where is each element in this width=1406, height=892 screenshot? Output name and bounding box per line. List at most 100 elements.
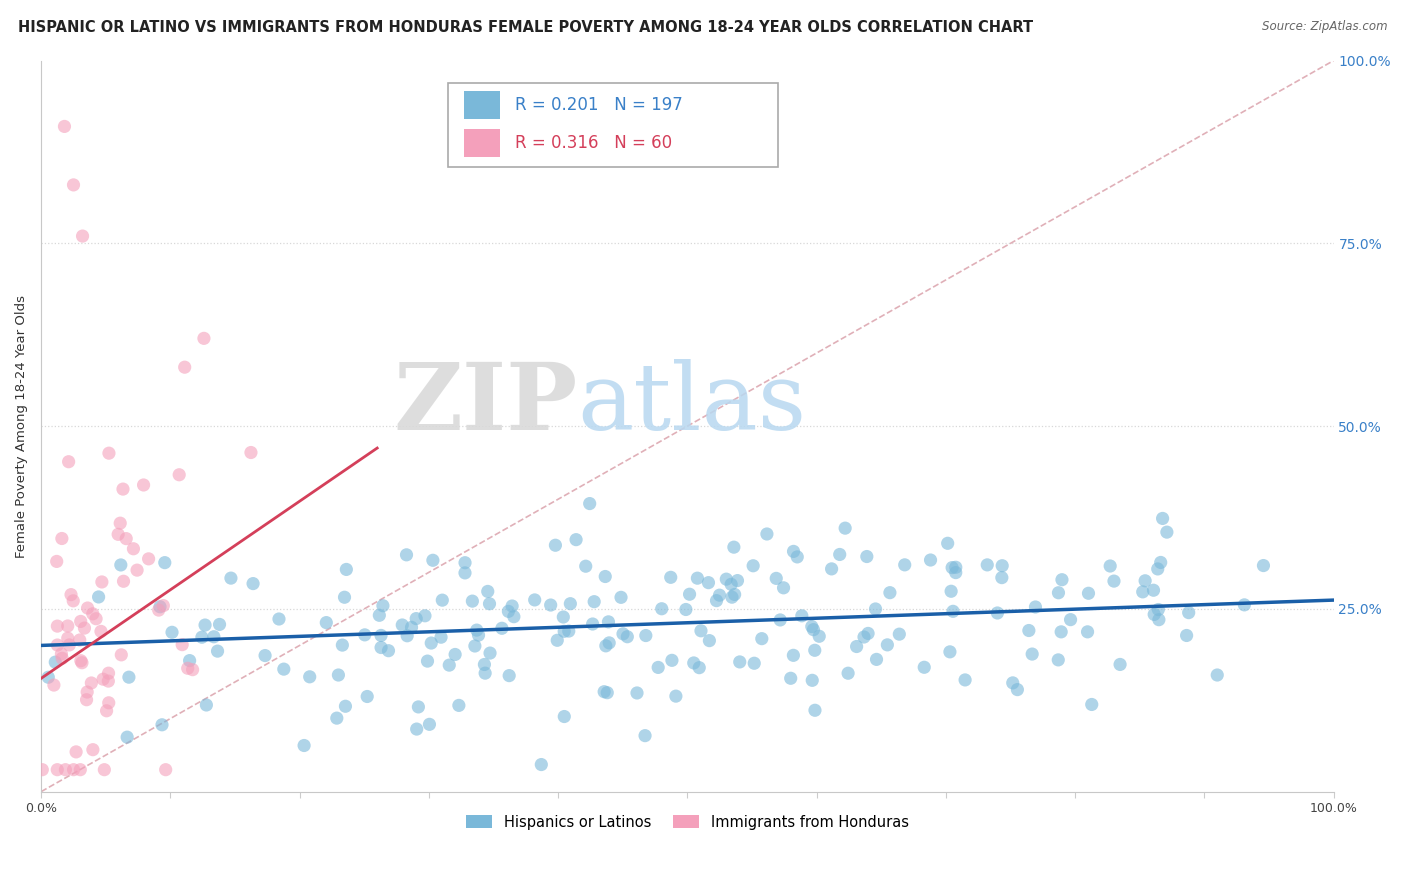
Point [370, 628, 392, 642]
Point [150, 718, 173, 732]
Point [273, 662, 295, 676]
Bar [464, 129, 501, 157]
Point [876, 638, 898, 652]
Point [56, 619, 79, 633]
Point [179, 654, 201, 668]
Point [112, 574, 135, 589]
Point [72, 229, 94, 244]
Point [82, 607, 104, 621]
Point [181, 663, 204, 677]
Point [195, 698, 218, 712]
Point [583, 595, 606, 609]
Point [1206, 668, 1229, 682]
Point [328, 668, 350, 682]
Point [76, 685, 98, 699]
Point [333, 591, 356, 605]
Point [498, 668, 520, 682]
Point [194, 618, 217, 632]
Point [70, 656, 93, 670]
Point [595, 639, 617, 653]
Legend: Hispanics or Latinos, Immigrants from Honduras: Hispanics or Latinos, Immigrants from Ho… [460, 809, 915, 836]
Point [371, 599, 394, 613]
Point [647, 660, 669, 674]
Point [523, 593, 546, 607]
Point [242, 576, 264, 591]
Point [659, 570, 682, 584]
Point [149, 599, 172, 614]
Point [1050, 624, 1073, 639]
Point [697, 575, 720, 590]
Point [582, 617, 605, 632]
Point [474, 666, 496, 681]
Point [467, 628, 489, 642]
Point [865, 602, 887, 616]
Point [1047, 653, 1070, 667]
Point [298, 670, 321, 684]
Point [51, 651, 73, 665]
Point [936, 536, 959, 550]
Point [122, 541, 145, 556]
Point [239, 445, 262, 459]
Point [598, 615, 620, 629]
Point [801, 673, 824, 688]
Point [593, 684, 616, 698]
Point [945, 566, 967, 580]
Point [396, 629, 419, 643]
Point [786, 549, 808, 564]
Point [91, 672, 114, 686]
Point [560, 597, 582, 611]
Point [751, 632, 773, 646]
Point [769, 613, 792, 627]
Point [772, 581, 794, 595]
Point [87, 590, 110, 604]
Point [62, 763, 84, 777]
Point [395, 548, 418, 562]
Point [97, 674, 120, 689]
Point [219, 571, 242, 585]
Point [941, 560, 963, 574]
Point [724, 587, 747, 601]
Point [1142, 583, 1164, 598]
Point [920, 553, 942, 567]
Point [267, 612, 290, 626]
Point [401, 620, 423, 634]
Point [1099, 559, 1122, 574]
Point [69, 763, 91, 777]
Point [405, 722, 427, 736]
Point [70, 654, 93, 668]
Point [540, 598, 562, 612]
Point [474, 657, 496, 672]
Point [755, 527, 778, 541]
Point [84, 612, 107, 626]
Point [461, 594, 484, 608]
Point [728, 655, 751, 669]
Point [727, 574, 749, 588]
Point [598, 636, 620, 650]
Point [173, 360, 195, 375]
Point [478, 597, 501, 611]
Point [111, 482, 134, 496]
Point [1080, 698, 1102, 712]
Point [1132, 585, 1154, 599]
Point [820, 562, 842, 576]
Point [90, 574, 112, 589]
Point [1133, 574, 1156, 588]
Point [808, 629, 831, 643]
Point [413, 608, 436, 623]
Point [51, 647, 73, 661]
Point [153, 556, 176, 570]
Point [565, 533, 588, 547]
Point [46, 619, 69, 633]
Point [60, 588, 83, 602]
Point [292, 739, 315, 753]
Point [803, 643, 825, 657]
Point [370, 640, 392, 655]
Point [1059, 613, 1081, 627]
Point [69, 633, 91, 648]
Point [177, 661, 200, 675]
Point [97, 666, 120, 681]
Point [432, 593, 454, 607]
Point [391, 618, 413, 632]
Point [675, 602, 697, 616]
Point [62, 178, 84, 192]
